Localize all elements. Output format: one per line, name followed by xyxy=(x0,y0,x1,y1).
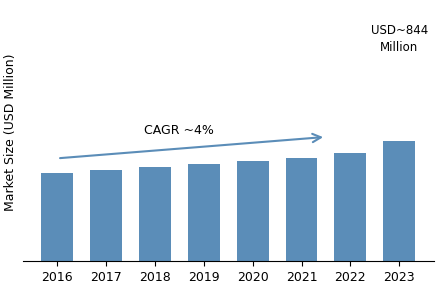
Bar xyxy=(383,141,415,261)
Bar xyxy=(139,167,171,261)
Bar xyxy=(286,158,318,261)
Bar xyxy=(90,170,122,261)
Bar xyxy=(188,164,220,261)
Y-axis label: Market Size (USD Million): Market Size (USD Million) xyxy=(4,54,17,211)
Bar xyxy=(237,161,268,261)
Bar xyxy=(42,173,73,261)
Text: USD~844
Million: USD~844 Million xyxy=(371,24,428,54)
Bar xyxy=(335,153,366,261)
Text: CAGR ~4%: CAGR ~4% xyxy=(145,124,214,137)
